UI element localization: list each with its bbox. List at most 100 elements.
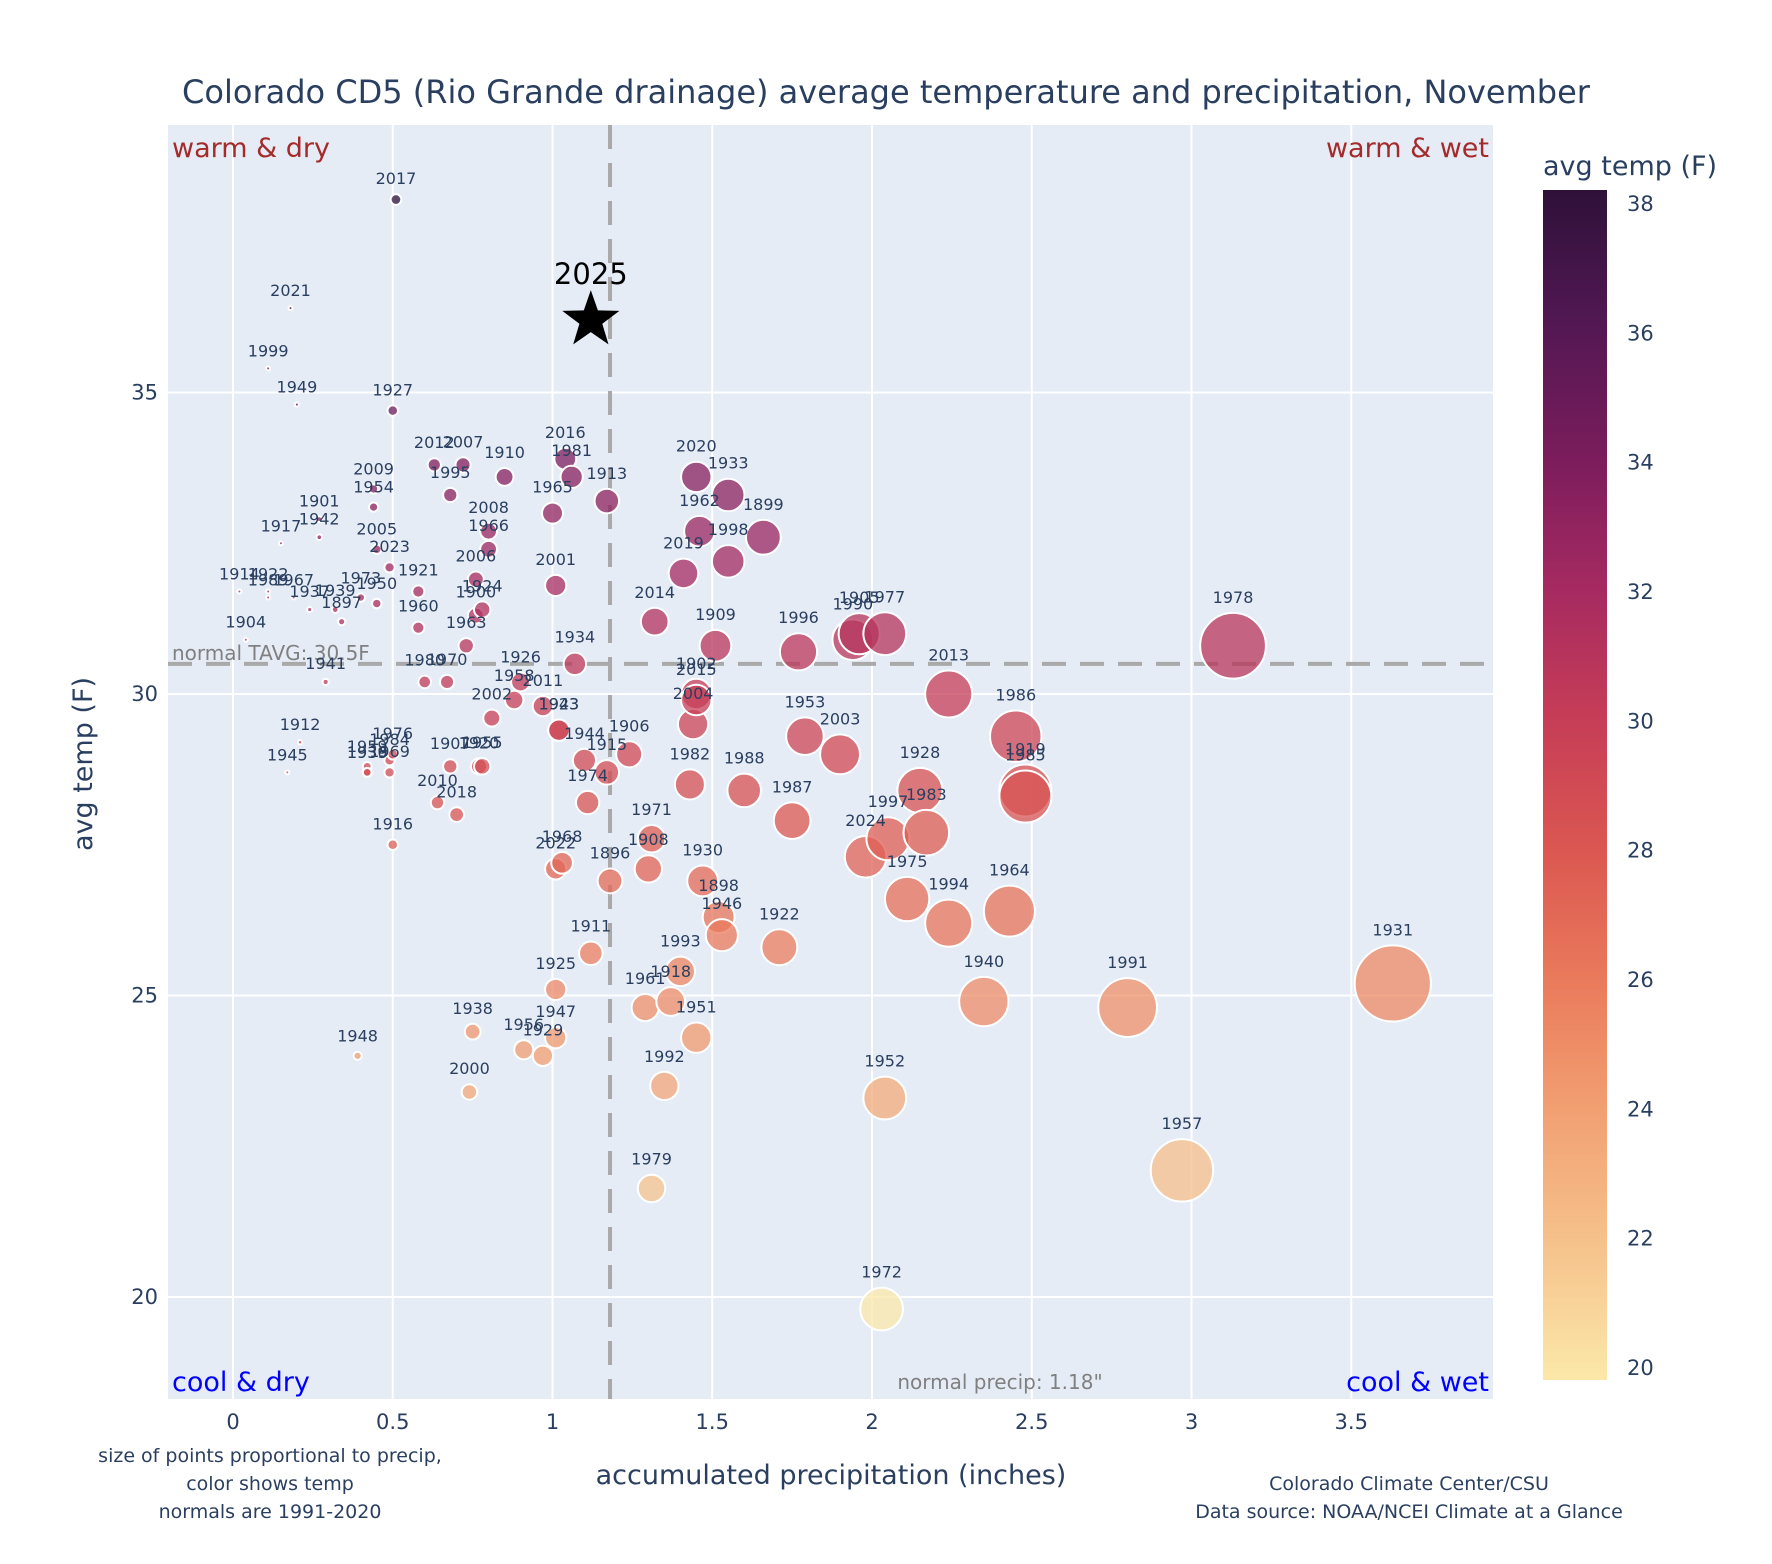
data-point-2010 [429, 794, 446, 811]
data-point-1971 [636, 823, 667, 854]
data-point-1899 [744, 518, 782, 556]
data-point-1931 [1353, 944, 1432, 1023]
data-point-1937 [306, 606, 314, 614]
data-point-1986 [989, 709, 1043, 763]
point-label: 1934 [555, 628, 596, 647]
data-point-1918 [655, 986, 687, 1017]
point-label: 1977 [864, 587, 905, 606]
point-label: 1912 [280, 715, 321, 734]
point-label: 1919 [1005, 739, 1046, 758]
point-label: 1904 [225, 613, 266, 632]
data-point-1970 [439, 673, 456, 690]
note-line-2: color shows temp [186, 1473, 354, 1495]
x-tick-label: 2 [865, 1410, 878, 1434]
point-label: 1970 [427, 650, 468, 669]
x-axis-ticks: 0 0.5 1 1.5 2 2.5 3 3.5 [226, 1410, 1368, 1434]
data-point-1960 [411, 620, 426, 635]
point-label: 2009 [353, 459, 394, 478]
data-point-1949 [293, 401, 300, 408]
point-label: 2020 [676, 437, 717, 456]
point-label: 1982 [670, 744, 711, 763]
quadrant-label-warm-dry: warm & dry [172, 133, 330, 164]
data-point-2021 [287, 305, 294, 312]
data-point-1908 [633, 854, 663, 884]
point-label: 1951 [676, 997, 717, 1016]
x-tick-label: 1 [546, 1410, 559, 1434]
data-point-1947 [544, 1026, 568, 1050]
credit-line-2: Data source: NOAA/NCEI Climate at a Glan… [1195, 1501, 1623, 1523]
data-point-1955 [473, 757, 492, 776]
point-label: 2014 [634, 583, 675, 602]
quadrant-label-cool-dry: cool & dry [172, 1367, 310, 1398]
normal-precip-label: normal precip: 1.18" [897, 1370, 1102, 1394]
point-label: 1907 [430, 734, 471, 753]
x-axis-label: accumulated precipitation (inches) [596, 1460, 1067, 1491]
point-label: 1909 [695, 605, 736, 624]
data-point-2017 [389, 193, 403, 206]
data-point-1983 [902, 808, 951, 857]
point-label: 2000 [449, 1059, 490, 1078]
data-point-2006 [466, 570, 485, 589]
point-label: 1998 [708, 520, 749, 539]
credit-line-1: Colorado Climate Center/CSU [1269, 1473, 1549, 1495]
data-point-1987 [772, 801, 812, 841]
data-point-1916 [386, 838, 399, 851]
x-tick-label: 3.5 [1335, 1410, 1368, 1434]
data-point-1952 [862, 1075, 908, 1121]
point-label: 2007 [443, 432, 484, 451]
data-point-1910 [494, 466, 515, 487]
data-point-2009 [367, 483, 380, 495]
data-point-1912 [296, 739, 304, 746]
data-point-1923 [547, 718, 571, 742]
star-icon [562, 290, 620, 345]
data-point-1915 [593, 759, 621, 786]
data-point-1940 [958, 975, 1010, 1028]
point-label: 2022 [535, 833, 576, 852]
data-point-2014 [639, 606, 670, 637]
point-label: 1954 [353, 477, 394, 496]
point-label: 1987 [772, 777, 813, 796]
point-label: 1922 [759, 904, 800, 923]
point-label: 1937 [289, 582, 330, 601]
point-label: 1994 [928, 875, 969, 894]
data-point-1946 [704, 918, 739, 953]
data-point-1979 [636, 1173, 667, 1204]
data-point-2020 [680, 460, 713, 494]
point-label: 1901 [299, 491, 340, 510]
data-point-1974 [574, 789, 601, 816]
data-point-2018 [448, 806, 465, 823]
point-label: 1992 [644, 1047, 685, 1066]
data-point-2003 [819, 733, 861, 776]
point-label: 1995 [430, 463, 471, 482]
point-label: 1899 [743, 495, 784, 514]
point-label: 2001 [535, 550, 576, 569]
point-label: 1896 [590, 844, 631, 863]
point-label: 2013 [928, 645, 969, 664]
point-label: 1942 [299, 509, 340, 528]
data-point-1929 [531, 1044, 555, 1067]
data-point-1945 [284, 769, 291, 776]
point-label: 2005 [356, 520, 397, 539]
note-line-3: normals are 1991-2020 [159, 1501, 382, 1523]
point-label: 1975 [887, 852, 928, 871]
point-label: 1983 [906, 785, 947, 804]
data-point-1978 [1199, 611, 1267, 680]
point-label: 1955 [462, 733, 503, 752]
point-label: 1947 [535, 1002, 576, 1021]
point-label: 1991 [1107, 953, 1148, 972]
colorbar-tick-label: 28 [1627, 839, 1654, 863]
point-label: 1988 [724, 749, 765, 768]
point-label: 1940 [963, 952, 1004, 971]
data-point-1963 [457, 637, 475, 655]
point-label: 1979 [631, 1150, 672, 1169]
point-label: 2021 [270, 281, 311, 300]
point-label: 1939 [315, 581, 356, 600]
point-label: 1990 [832, 594, 873, 613]
point-label: 2008 [468, 498, 509, 517]
point-label: 2002 [471, 685, 512, 704]
point-label: 1917 [261, 516, 302, 535]
point-label: 1925 [535, 954, 576, 973]
data-point-1944a [236, 588, 243, 595]
point-label: 2006 [455, 546, 496, 565]
